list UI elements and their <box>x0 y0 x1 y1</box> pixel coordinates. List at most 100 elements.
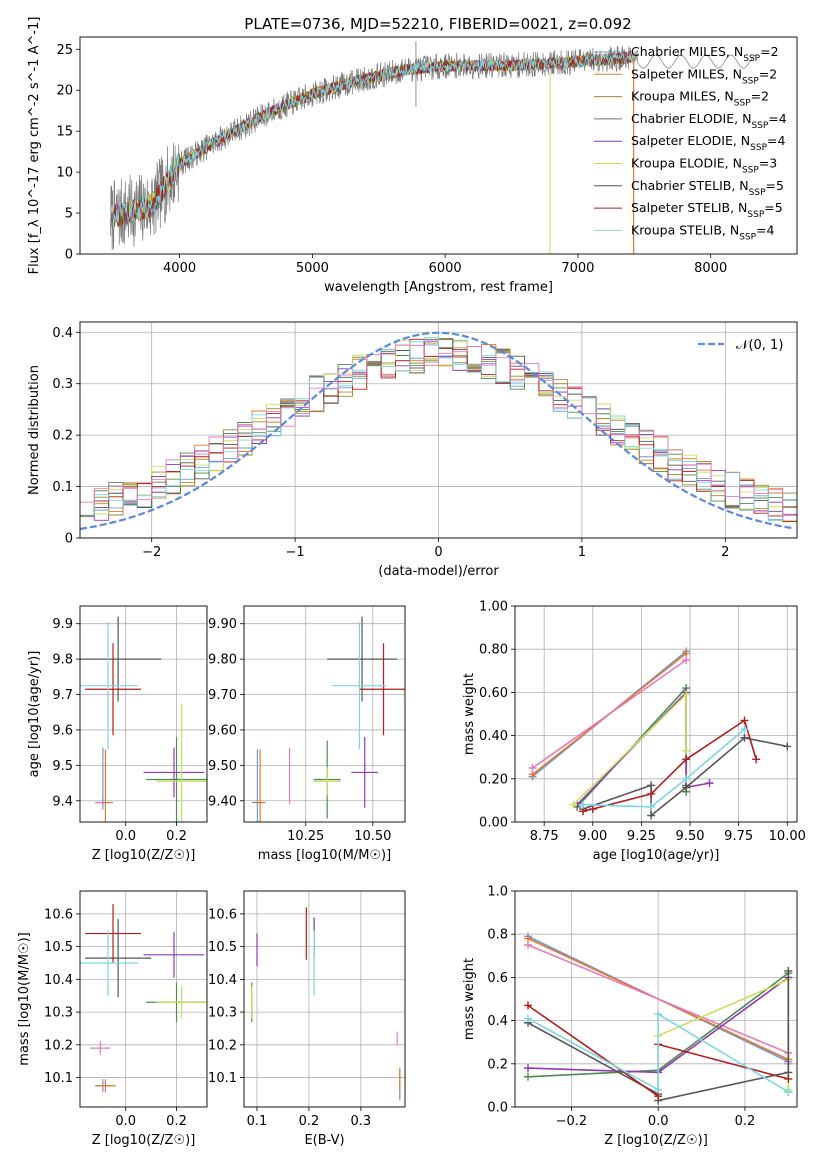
x-tick-label: 0.1 <box>247 1114 268 1129</box>
model-spectrum-line <box>110 52 634 228</box>
y-tick-label: 9.40 <box>208 794 237 809</box>
x-tick-label: 6000 <box>429 261 462 276</box>
x-tick-label: 9.75 <box>724 829 753 844</box>
residual-histogram <box>80 344 797 517</box>
x-tick-label: −2 <box>142 545 161 560</box>
y-tick-label: 0 <box>65 532 73 547</box>
legend-label: Chabrier ELODIE, NSSP=4 <box>631 111 787 131</box>
y-tick-label: 0.3 <box>52 377 73 392</box>
y-tick-label: 10.2 <box>44 1038 73 1053</box>
y-tick-label: 10.1 <box>44 1071 73 1086</box>
y-tick-label: 0.6 <box>487 971 508 986</box>
mass-weight-marker <box>682 783 691 792</box>
residual-histogram <box>80 336 797 521</box>
x-axis-label: Z [log10(Z/Z☉)] <box>92 848 196 863</box>
legend-label: Chabrier STELIB, NSSP=5 <box>631 178 784 198</box>
mass-weight-marker <box>682 746 691 755</box>
mass-weight-marker <box>784 966 793 975</box>
x-tick-label: 8000 <box>694 261 727 276</box>
mass-weight-marker <box>784 1074 793 1083</box>
y-axis-label: mass [log10(M/M☉)] <box>17 932 32 1065</box>
mass-weight-marker <box>752 755 761 764</box>
axes-frame <box>79 36 798 255</box>
normal-curve-line <box>80 331 795 531</box>
mass-weight-line <box>572 692 687 806</box>
y-tick-label: 0.0 <box>487 1101 508 1116</box>
x-axis-label: wavelength [Angstrom, rest frame] <box>324 280 553 295</box>
y-tick-label: 9.9 <box>52 617 73 632</box>
y-tick-label: 10.4 <box>208 973 237 988</box>
mass-weight-line <box>527 1012 789 1093</box>
y-tick-label: 0.4 <box>487 1014 508 1029</box>
legend-label: 𝒩(0, 1) <box>736 338 783 353</box>
y-tick-label: 0.1 <box>52 480 73 495</box>
x-axis-label: (data-model)/error <box>378 564 499 579</box>
mass-weight-marker <box>647 789 656 798</box>
mass-weight-marker <box>682 656 691 664</box>
y-axis-label: Normed distribution <box>27 365 42 495</box>
y-tick-label: 9.6 <box>52 723 73 738</box>
y-tick-label: 10.6 <box>208 907 237 922</box>
mass-weight-marker <box>647 802 656 811</box>
y-tick-label: 10.1 <box>208 1071 237 1086</box>
y-tick-label: 0.2 <box>487 1057 508 1072</box>
y-tick-label: 1.0 <box>487 885 508 900</box>
mass-weight-marker <box>682 690 691 699</box>
y-axis-label: mass weight <box>462 958 477 1040</box>
y-tick-label: 10.2 <box>208 1038 237 1053</box>
x-tick-label: 10.25 <box>287 829 324 844</box>
legend-label: Salpeter MILES, NSSP=2 <box>631 66 777 86</box>
x-tick-label: 4000 <box>163 261 196 276</box>
y-tick-label: 9.7 <box>52 688 73 703</box>
y-tick-label: 10.5 <box>208 940 237 955</box>
mass-weight-marker <box>569 800 578 809</box>
y-tick-label: 9.70 <box>208 688 237 703</box>
mass-weight-marker <box>783 742 792 751</box>
x-tick-label: −0.2 <box>556 1114 588 1129</box>
y-axis-label: Flux [f_λ 10^-17 erg cm^-2 s^-1 A^-1] <box>27 17 42 275</box>
axes-frame <box>79 890 208 1108</box>
x-axis-label: mass [log10(M/M☉)] <box>258 848 391 863</box>
y-tick-label: 1.00 <box>479 600 508 615</box>
x-tick-label: 9.25 <box>627 829 656 844</box>
mass-weight-marker <box>740 716 749 725</box>
mass-weight-marker <box>682 755 691 764</box>
y-tick-label: 0.4 <box>52 326 73 341</box>
x-tick-label: 10.00 <box>769 829 806 844</box>
y-tick-label: 10.4 <box>44 973 73 988</box>
mass-weight-marker <box>682 774 691 783</box>
y-tick-label: 10.3 <box>208 1006 237 1021</box>
chart-panel-4: 10.25 10.50 9.40 9.50 9.60 9.70 9.80 9.90 mass [… <box>208 605 406 863</box>
x-tick-label: 0 <box>434 545 442 560</box>
mass-weight-line <box>582 719 757 812</box>
chart-panel-1: 4000 5000 6000 7000 8000 0 5 10 15 20 25 wavelength… <box>27 17 798 295</box>
x-tick-label: −1 <box>286 545 305 560</box>
y-tick-label: 0.60 <box>479 686 508 701</box>
mass-weight-marker <box>524 1001 533 1010</box>
y-tick-label: 9.4 <box>52 794 73 809</box>
y-tick-label: 9.90 <box>208 617 237 632</box>
mass-weight-marker <box>524 941 533 949</box>
x-axis-label: age [log10(age/yr)] <box>593 848 720 863</box>
y-tick-label: 9.60 <box>208 723 237 738</box>
mass-weight-marker <box>740 733 749 742</box>
y-tick-label: 0.2 <box>52 429 73 444</box>
x-axis-label: Z [log10(Z/Z☉)] <box>604 1133 708 1148</box>
chart-panel-8: −0.2 0.0 0.2 0.0 0.2 0.4 0.6 0.8 1.0 Z [log10(Z/Z… <box>462 885 798 1148</box>
x-tick-label: 2 <box>721 545 729 560</box>
y-tick-label: 10 <box>56 166 73 181</box>
y-tick-label: 20 <box>56 84 73 99</box>
figure-title: PLATE=0736, MJD=52210, FIBERID=0021, z=0… <box>244 15 631 33</box>
x-tick-label: 0.2 <box>735 1114 756 1129</box>
y-tick-label: 25 <box>56 43 73 58</box>
x-tick-label: 1 <box>578 545 586 560</box>
mass-weight-marker <box>588 805 597 814</box>
x-tick-label: 0.0 <box>648 1114 669 1129</box>
x-tick-label: 0.0 <box>115 829 136 844</box>
axes-frame <box>79 321 798 539</box>
y-tick-label: 15 <box>56 125 73 140</box>
y-tick-label: 9.8 <box>52 653 73 668</box>
axes-frame <box>514 605 798 823</box>
x-tick-label: 8.75 <box>530 829 559 844</box>
